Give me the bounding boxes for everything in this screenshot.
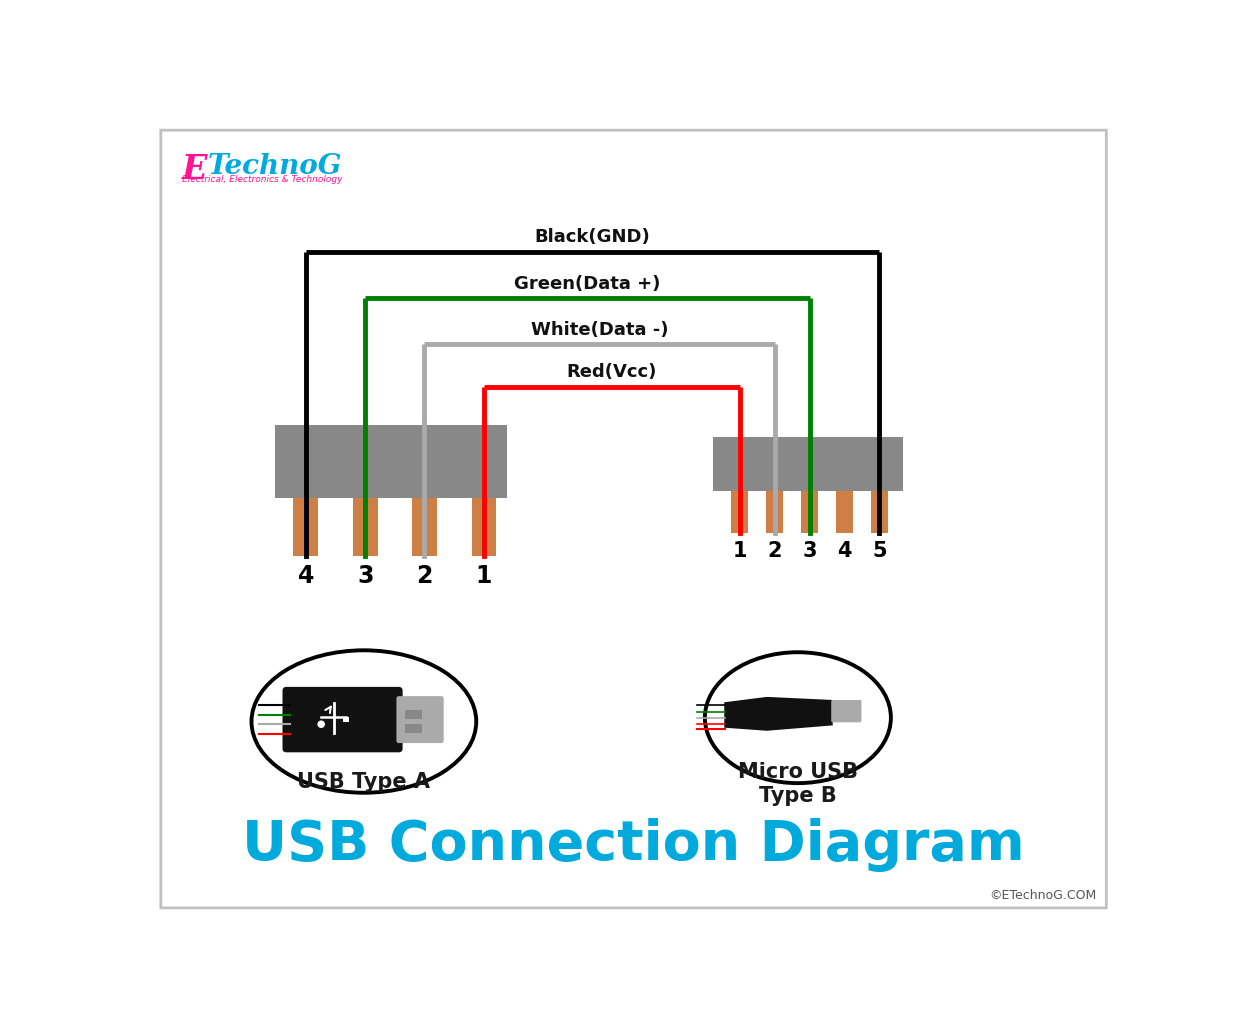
Text: 2: 2 xyxy=(767,540,782,561)
Text: Black(GND): Black(GND) xyxy=(534,228,651,246)
Text: Micro USB
Type B: Micro USB Type B xyxy=(738,762,858,805)
FancyBboxPatch shape xyxy=(396,696,444,744)
Bar xyxy=(731,491,748,533)
Text: ©ETechnoG.COM: ©ETechnoG.COM xyxy=(990,889,1096,903)
Bar xyxy=(802,491,818,533)
Bar xyxy=(293,498,318,556)
FancyBboxPatch shape xyxy=(161,130,1106,908)
Text: 4: 4 xyxy=(298,564,314,587)
Bar xyxy=(343,717,349,722)
Text: Red(Vcc): Red(Vcc) xyxy=(567,364,657,381)
Text: White(Data -): White(Data -) xyxy=(531,320,668,339)
Bar xyxy=(836,491,852,533)
Bar xyxy=(353,498,377,556)
Bar xyxy=(871,491,888,533)
Bar xyxy=(766,491,783,533)
Bar xyxy=(275,425,507,498)
Text: USB Connection Diagram: USB Connection Diagram xyxy=(242,817,1025,872)
Text: 1: 1 xyxy=(476,564,492,587)
Polygon shape xyxy=(724,697,833,731)
Circle shape xyxy=(318,721,324,727)
Bar xyxy=(404,724,422,733)
FancyBboxPatch shape xyxy=(282,687,402,753)
Text: TechnoG: TechnoG xyxy=(208,153,341,181)
Bar xyxy=(471,498,496,556)
Bar xyxy=(412,498,437,556)
Text: 5: 5 xyxy=(872,540,887,561)
Text: Green(Data +): Green(Data +) xyxy=(515,274,661,293)
Bar xyxy=(713,436,903,491)
Text: USB Type A: USB Type A xyxy=(297,771,430,792)
Text: 3: 3 xyxy=(357,564,374,587)
Text: Electrical, Electronics & Technology: Electrical, Electronics & Technology xyxy=(182,175,343,184)
Text: 1: 1 xyxy=(732,540,747,561)
Bar xyxy=(404,710,422,719)
FancyBboxPatch shape xyxy=(831,700,861,722)
Text: 2: 2 xyxy=(416,564,433,587)
Text: E: E xyxy=(182,153,208,186)
Text: 3: 3 xyxy=(803,540,816,561)
Text: 4: 4 xyxy=(837,540,851,561)
